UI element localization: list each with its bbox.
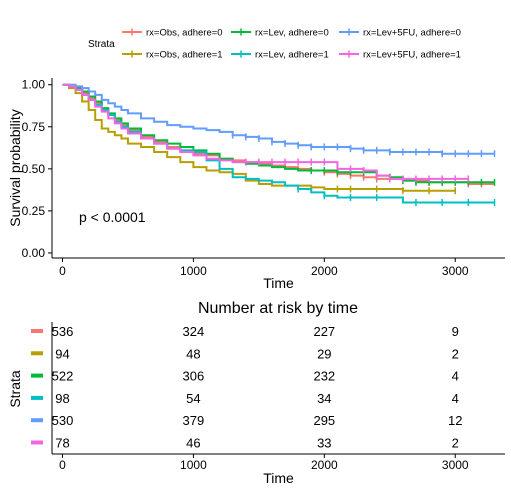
risk-cell: 324 xyxy=(183,324,205,339)
risk-cell: 232 xyxy=(313,369,335,384)
legend-entry-label: rx=Lev+5FU, adhere=1 xyxy=(363,50,461,61)
x-tick-label: 3000 xyxy=(442,264,469,278)
risk-cell: 98 xyxy=(55,391,69,406)
legend-entry-label: rx=Obs, adhere=0 xyxy=(146,28,223,39)
y-tick-label: 0.25 xyxy=(22,204,46,218)
legend: Strata rx=Obs, adhere=0 rx=Lev, adhere=0 r… xyxy=(88,28,461,61)
legend-entry-label: rx=Lev, adhere=1 xyxy=(255,50,329,61)
risk-cell: 2 xyxy=(452,346,459,361)
risk-row-swatch xyxy=(31,329,43,333)
risk-cell: 94 xyxy=(55,346,69,361)
risk-cell: 227 xyxy=(313,324,335,339)
x-axis-label: Time xyxy=(263,275,294,291)
risk-cell: 12 xyxy=(448,413,462,428)
y-tick-label: 1.00 xyxy=(22,78,46,92)
risk-cell: 379 xyxy=(183,413,205,428)
legend-entry: rx=Lev, adhere=1 xyxy=(231,50,329,61)
risk-cell: 4 xyxy=(452,391,459,406)
risk-table-title: Number at risk by time xyxy=(198,300,358,317)
risk-cell: 34 xyxy=(317,391,331,406)
risk-row: 530 379 295 12 xyxy=(31,413,462,428)
risk-x-tick-label: 1000 xyxy=(180,458,207,472)
km-series-line xyxy=(62,83,469,180)
risk-row-swatch xyxy=(31,440,43,445)
risk-table: Number at risk by time 536 324 227 9 94 48 29 2… xyxy=(7,300,505,486)
risk-row-swatch xyxy=(31,351,43,356)
risk-cell: 78 xyxy=(55,436,69,451)
y-tick-label: 0.50 xyxy=(22,162,46,176)
legend-entry: rx=Lev, adhere=0 xyxy=(231,28,329,39)
survival-plot: 0.00 0.25 0.50 0.75 1.00 0 1000 2000 3000 p < 0… xyxy=(7,78,505,291)
y-tick-label: 0.75 xyxy=(22,120,46,134)
risk-row-swatch xyxy=(31,418,43,423)
legend-entry-label: rx=Lev+5FU, adhere=0 xyxy=(363,28,461,39)
risk-cell: 46 xyxy=(186,436,200,451)
risk-row-swatch xyxy=(31,395,43,400)
risk-row: 522 306 232 4 xyxy=(31,369,459,384)
risk-x-axis-label: Time xyxy=(263,470,294,486)
risk-x-tick-label: 2000 xyxy=(311,458,338,472)
risk-x-tick-label: 0 xyxy=(59,458,66,472)
legend-entry-label: rx=Lev, adhere=0 xyxy=(255,28,329,39)
risk-cell: 2 xyxy=(452,436,459,451)
risk-row: 78 46 33 2 xyxy=(31,436,459,451)
legend-entry: rx=Lev+5FU, adhere=1 xyxy=(339,50,461,61)
km-series-group xyxy=(62,83,496,206)
risk-row: 94 48 29 2 xyxy=(31,346,459,361)
risk-x-tick-label: 3000 xyxy=(442,458,469,472)
y-tick-label: 0.00 xyxy=(22,246,46,260)
x-tick-label: 0 xyxy=(59,264,66,278)
risk-row: 536 324 227 9 xyxy=(31,324,459,339)
risk-y-axis-label: Strata xyxy=(7,370,23,408)
x-tick-label: 1000 xyxy=(180,264,207,278)
x-tick-label: 2000 xyxy=(311,264,338,278)
legend-entry: rx=Obs, adhere=0 xyxy=(122,28,223,39)
km-series-line xyxy=(62,83,495,204)
legend-entry-label: rx=Obs, adhere=1 xyxy=(146,50,223,61)
risk-row: 98 54 34 4 xyxy=(31,391,459,406)
p-value-annotation: p < 0.0001 xyxy=(79,209,146,225)
risk-cell: 306 xyxy=(183,369,205,384)
risk-cell: 9 xyxy=(452,324,459,339)
risk-cell: 530 xyxy=(52,413,74,428)
risk-cell: 54 xyxy=(186,391,200,406)
risk-row-swatch xyxy=(31,373,43,378)
risk-cell: 48 xyxy=(186,346,200,361)
risk-cell: 295 xyxy=(313,413,335,428)
risk-cell: 4 xyxy=(452,369,459,384)
risk-cell: 33 xyxy=(317,436,331,451)
km-series-line xyxy=(62,83,456,192)
risk-cell: 29 xyxy=(317,346,331,361)
y-axis-label: Survival probability xyxy=(7,109,23,227)
risk-cell: 522 xyxy=(52,369,74,384)
legend-title: Strata xyxy=(88,39,115,50)
legend-entry: rx=Lev+5FU, adhere=0 xyxy=(339,28,461,39)
risk-cell: 536 xyxy=(52,324,74,339)
legend-entry: rx=Obs, adhere=1 xyxy=(122,50,223,61)
